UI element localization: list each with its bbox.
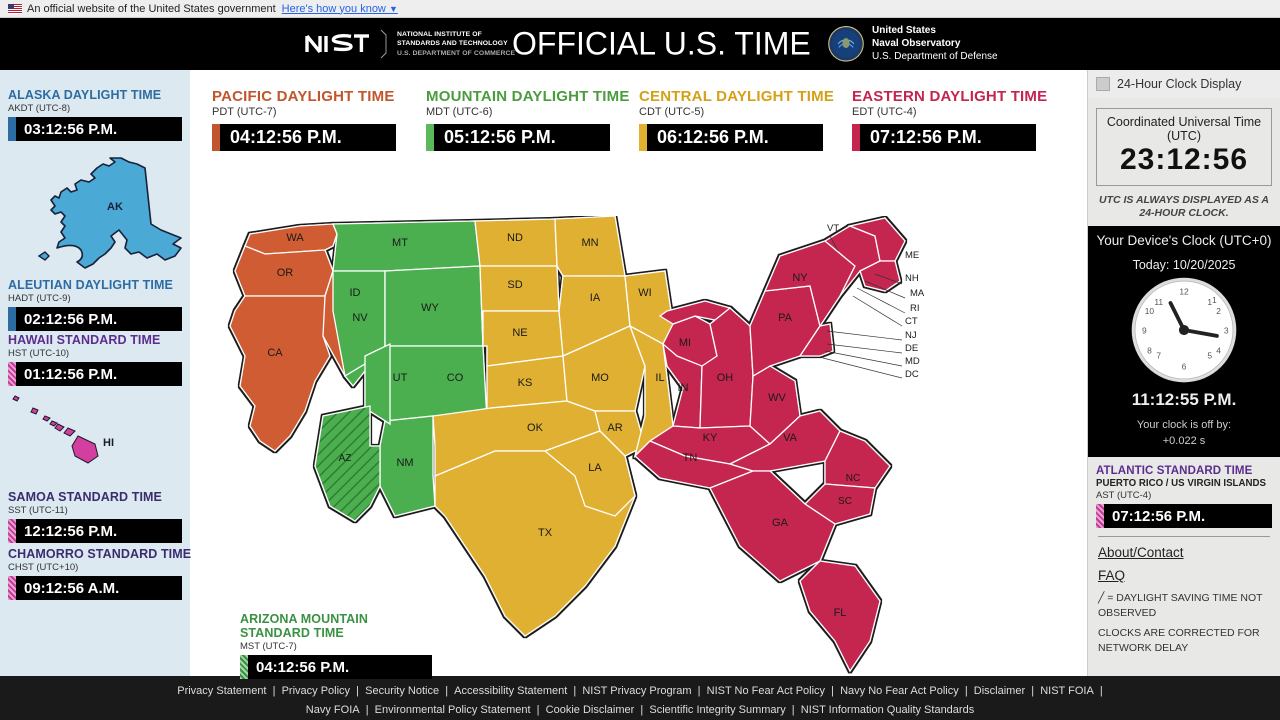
svg-text:UT: UT [393, 372, 408, 384]
svg-text:SD: SD [507, 279, 522, 291]
svg-text:GA: GA [772, 517, 789, 529]
svg-text:IA: IA [590, 292, 601, 304]
svg-text:OH: OH [717, 372, 734, 384]
svg-text:AR: AR [607, 422, 622, 434]
svg-text:NJ: NJ [905, 330, 917, 341]
svg-text:WI: WI [638, 287, 651, 299]
svg-text:WA: WA [286, 232, 304, 244]
svg-text:NV: NV [352, 312, 368, 324]
svg-text:CO: CO [447, 372, 464, 384]
svg-text:HI: HI [103, 437, 114, 449]
svg-text:LA: LA [588, 462, 602, 474]
svg-text:DC: DC [905, 369, 919, 380]
svg-text:1: 1 [1212, 295, 1217, 305]
svg-text:VT: VT [827, 223, 839, 234]
svg-text:TX: TX [538, 527, 553, 539]
svg-text:CT: CT [905, 316, 918, 327]
svg-text:KY: KY [703, 432, 718, 444]
svg-text:OR: OR [277, 267, 294, 279]
svg-text:WY: WY [421, 302, 439, 314]
svg-text:NE: NE [512, 327, 527, 339]
svg-text:MN: MN [581, 237, 598, 249]
svg-text:8: 8 [1147, 346, 1152, 356]
svg-text:FL: FL [834, 607, 847, 619]
svg-text:WV: WV [768, 392, 786, 404]
svg-text:IN: IN [678, 382, 689, 394]
svg-text:11: 11 [1154, 297, 1163, 307]
svg-text:KS: KS [518, 377, 533, 389]
svg-text:12: 12 [1179, 287, 1189, 297]
svg-text:SC: SC [838, 496, 852, 507]
svg-text:MT: MT [392, 237, 408, 249]
svg-text:5: 5 [1207, 351, 1212, 361]
svg-text:RI: RI [910, 303, 920, 314]
svg-text:OK: OK [527, 422, 544, 434]
svg-text:NH: NH [905, 273, 919, 284]
svg-text:2: 2 [1216, 306, 1221, 316]
svg-text:MD: MD [905, 356, 920, 367]
svg-text:AK: AK [107, 201, 123, 213]
svg-text:4: 4 [1216, 346, 1221, 356]
svg-text:MO: MO [591, 372, 609, 384]
svg-text:DE: DE [905, 343, 918, 354]
svg-text:IL: IL [655, 372, 664, 384]
svg-text:VA: VA [783, 432, 798, 444]
svg-text:NY: NY [792, 272, 808, 284]
svg-text:AZ: AZ [339, 453, 352, 464]
svg-text:1: 1 [1207, 297, 1212, 307]
svg-text:MI: MI [679, 337, 691, 349]
svg-text:6: 6 [1182, 362, 1187, 372]
svg-text:9: 9 [1142, 326, 1147, 336]
svg-text:MA: MA [910, 288, 925, 299]
svg-text:7: 7 [1156, 351, 1161, 361]
svg-text:NM: NM [396, 457, 413, 469]
svg-text:PA: PA [778, 312, 793, 324]
svg-text:TN: TN [683, 452, 698, 464]
svg-text:10: 10 [1145, 306, 1155, 316]
svg-text:ND: ND [507, 232, 523, 244]
svg-text:NC: NC [846, 473, 860, 484]
svg-text:ID: ID [350, 287, 361, 299]
svg-text:CA: CA [267, 347, 283, 359]
svg-text:3: 3 [1224, 326, 1229, 336]
svg-text:ME: ME [905, 250, 919, 261]
